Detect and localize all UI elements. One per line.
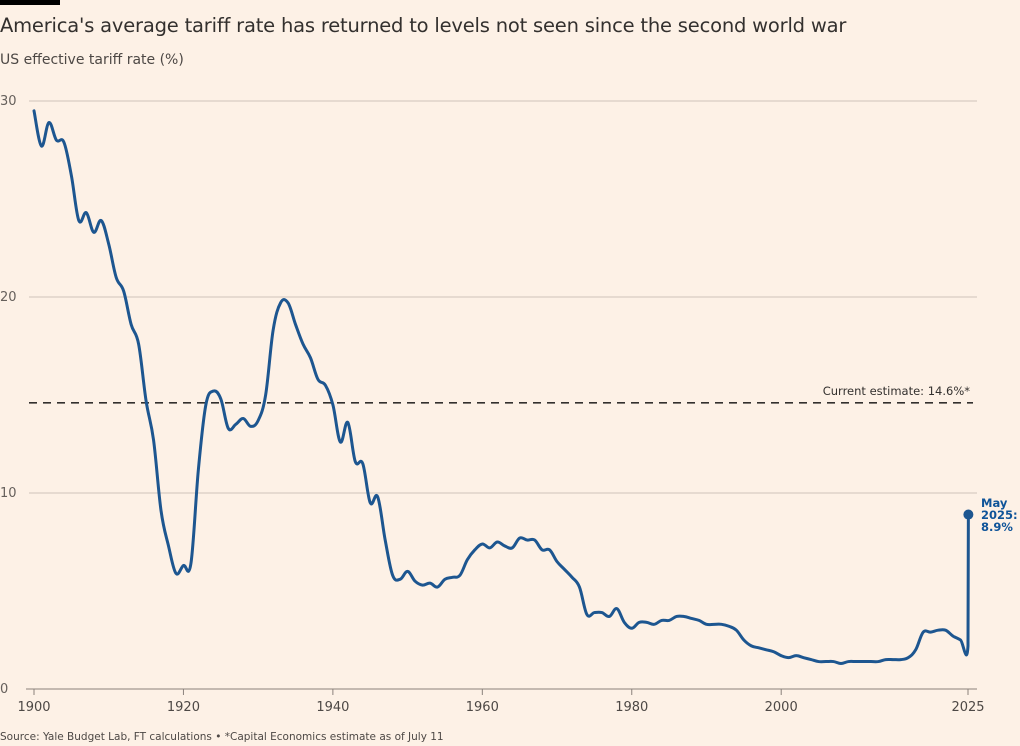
x-tick-label: 1960 <box>466 700 499 715</box>
reference-line-label: Current estimate: 14.6%* <box>823 384 971 398</box>
end-point-label: 8.9% <box>981 520 1013 534</box>
x-tick-label: 2000 <box>765 700 798 715</box>
y-tick-label: 0 <box>0 682 8 697</box>
series-group <box>32 109 970 666</box>
series-line <box>32 109 970 666</box>
reference-line-group: Current estimate: 14.6%* <box>29 384 973 404</box>
source-note: Source: Yale Budget Lab, FT calculations… <box>0 731 444 743</box>
gridlines <box>29 100 977 494</box>
x-tick-label: 1900 <box>17 700 50 715</box>
end-point-label: May <box>981 496 1008 510</box>
brand-bar <box>0 0 60 5</box>
y-tick-label: 20 <box>0 290 17 305</box>
chart-subtitle: US effective tariff rate (%) <box>0 52 184 68</box>
x-tick-label: 1920 <box>167 700 200 715</box>
y-axis-ticks: 0 10 20 30 <box>0 94 17 697</box>
x-axis: 1900 1920 1940 1960 1980 2000 2025 <box>17 688 985 715</box>
x-tick-label: 1980 <box>615 700 648 715</box>
x-tick-label: 2025 <box>951 700 984 715</box>
end-point-label: 2025: <box>981 508 1018 522</box>
chart-title: America's average tariff rate has return… <box>0 14 847 37</box>
x-tick-label: 1940 <box>316 700 349 715</box>
end-point-marker <box>963 509 974 520</box>
y-tick-label: 30 <box>0 94 17 109</box>
y-tick-label: 10 <box>0 486 17 501</box>
